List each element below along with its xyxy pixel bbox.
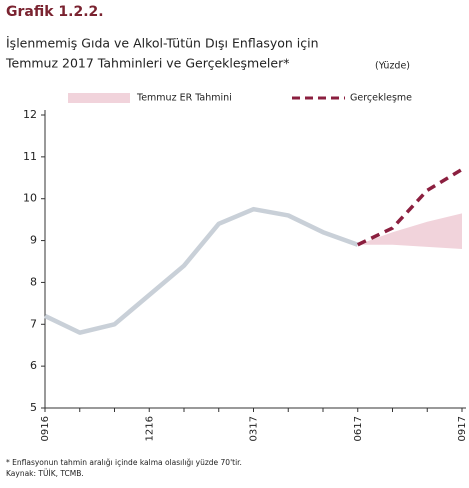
x-tick-label: 0617 [353,416,364,441]
actual-line [356,167,463,247]
legend-label: Temmuz ER Tahmini [136,93,232,104]
legend-swatch [68,93,130,103]
chart-title: Grafik 1.2.2. [6,4,104,20]
x-tick-label: 0917 [457,416,468,441]
footnote: Kaynak: TÜİK, TCMB. [6,469,84,478]
y-tick-label: 7 [30,317,37,330]
forecast-band [357,213,462,249]
unit-label: (Yüzde) [375,61,410,72]
y-tick-label: 11 [23,150,37,163]
legend-label: Gerçekleşme [350,93,412,104]
x-tick-label: 0916 [40,416,51,441]
y-tick-label: 8 [30,275,37,288]
y-tick-label: 12 [23,108,37,121]
x-tick-label: 0317 [249,416,260,441]
y-tick-label: 6 [30,359,37,372]
chart-subtitle: Temmuz 2017 Tahminleri ve Gerçekleşmeler… [5,56,289,71]
y-tick-label: 5 [30,401,37,414]
y-tick-label: 9 [30,234,37,247]
x-tick-label: 1216 [144,416,155,441]
chart-subtitle: İşlenmemiş Gıda ve Alkol-Tütün Dışı Enfl… [6,36,319,51]
y-tick-label: 10 [23,192,37,205]
footnote: * Enflasyonun tahmin aralığı içinde kalm… [6,458,242,467]
history-line [44,206,359,335]
